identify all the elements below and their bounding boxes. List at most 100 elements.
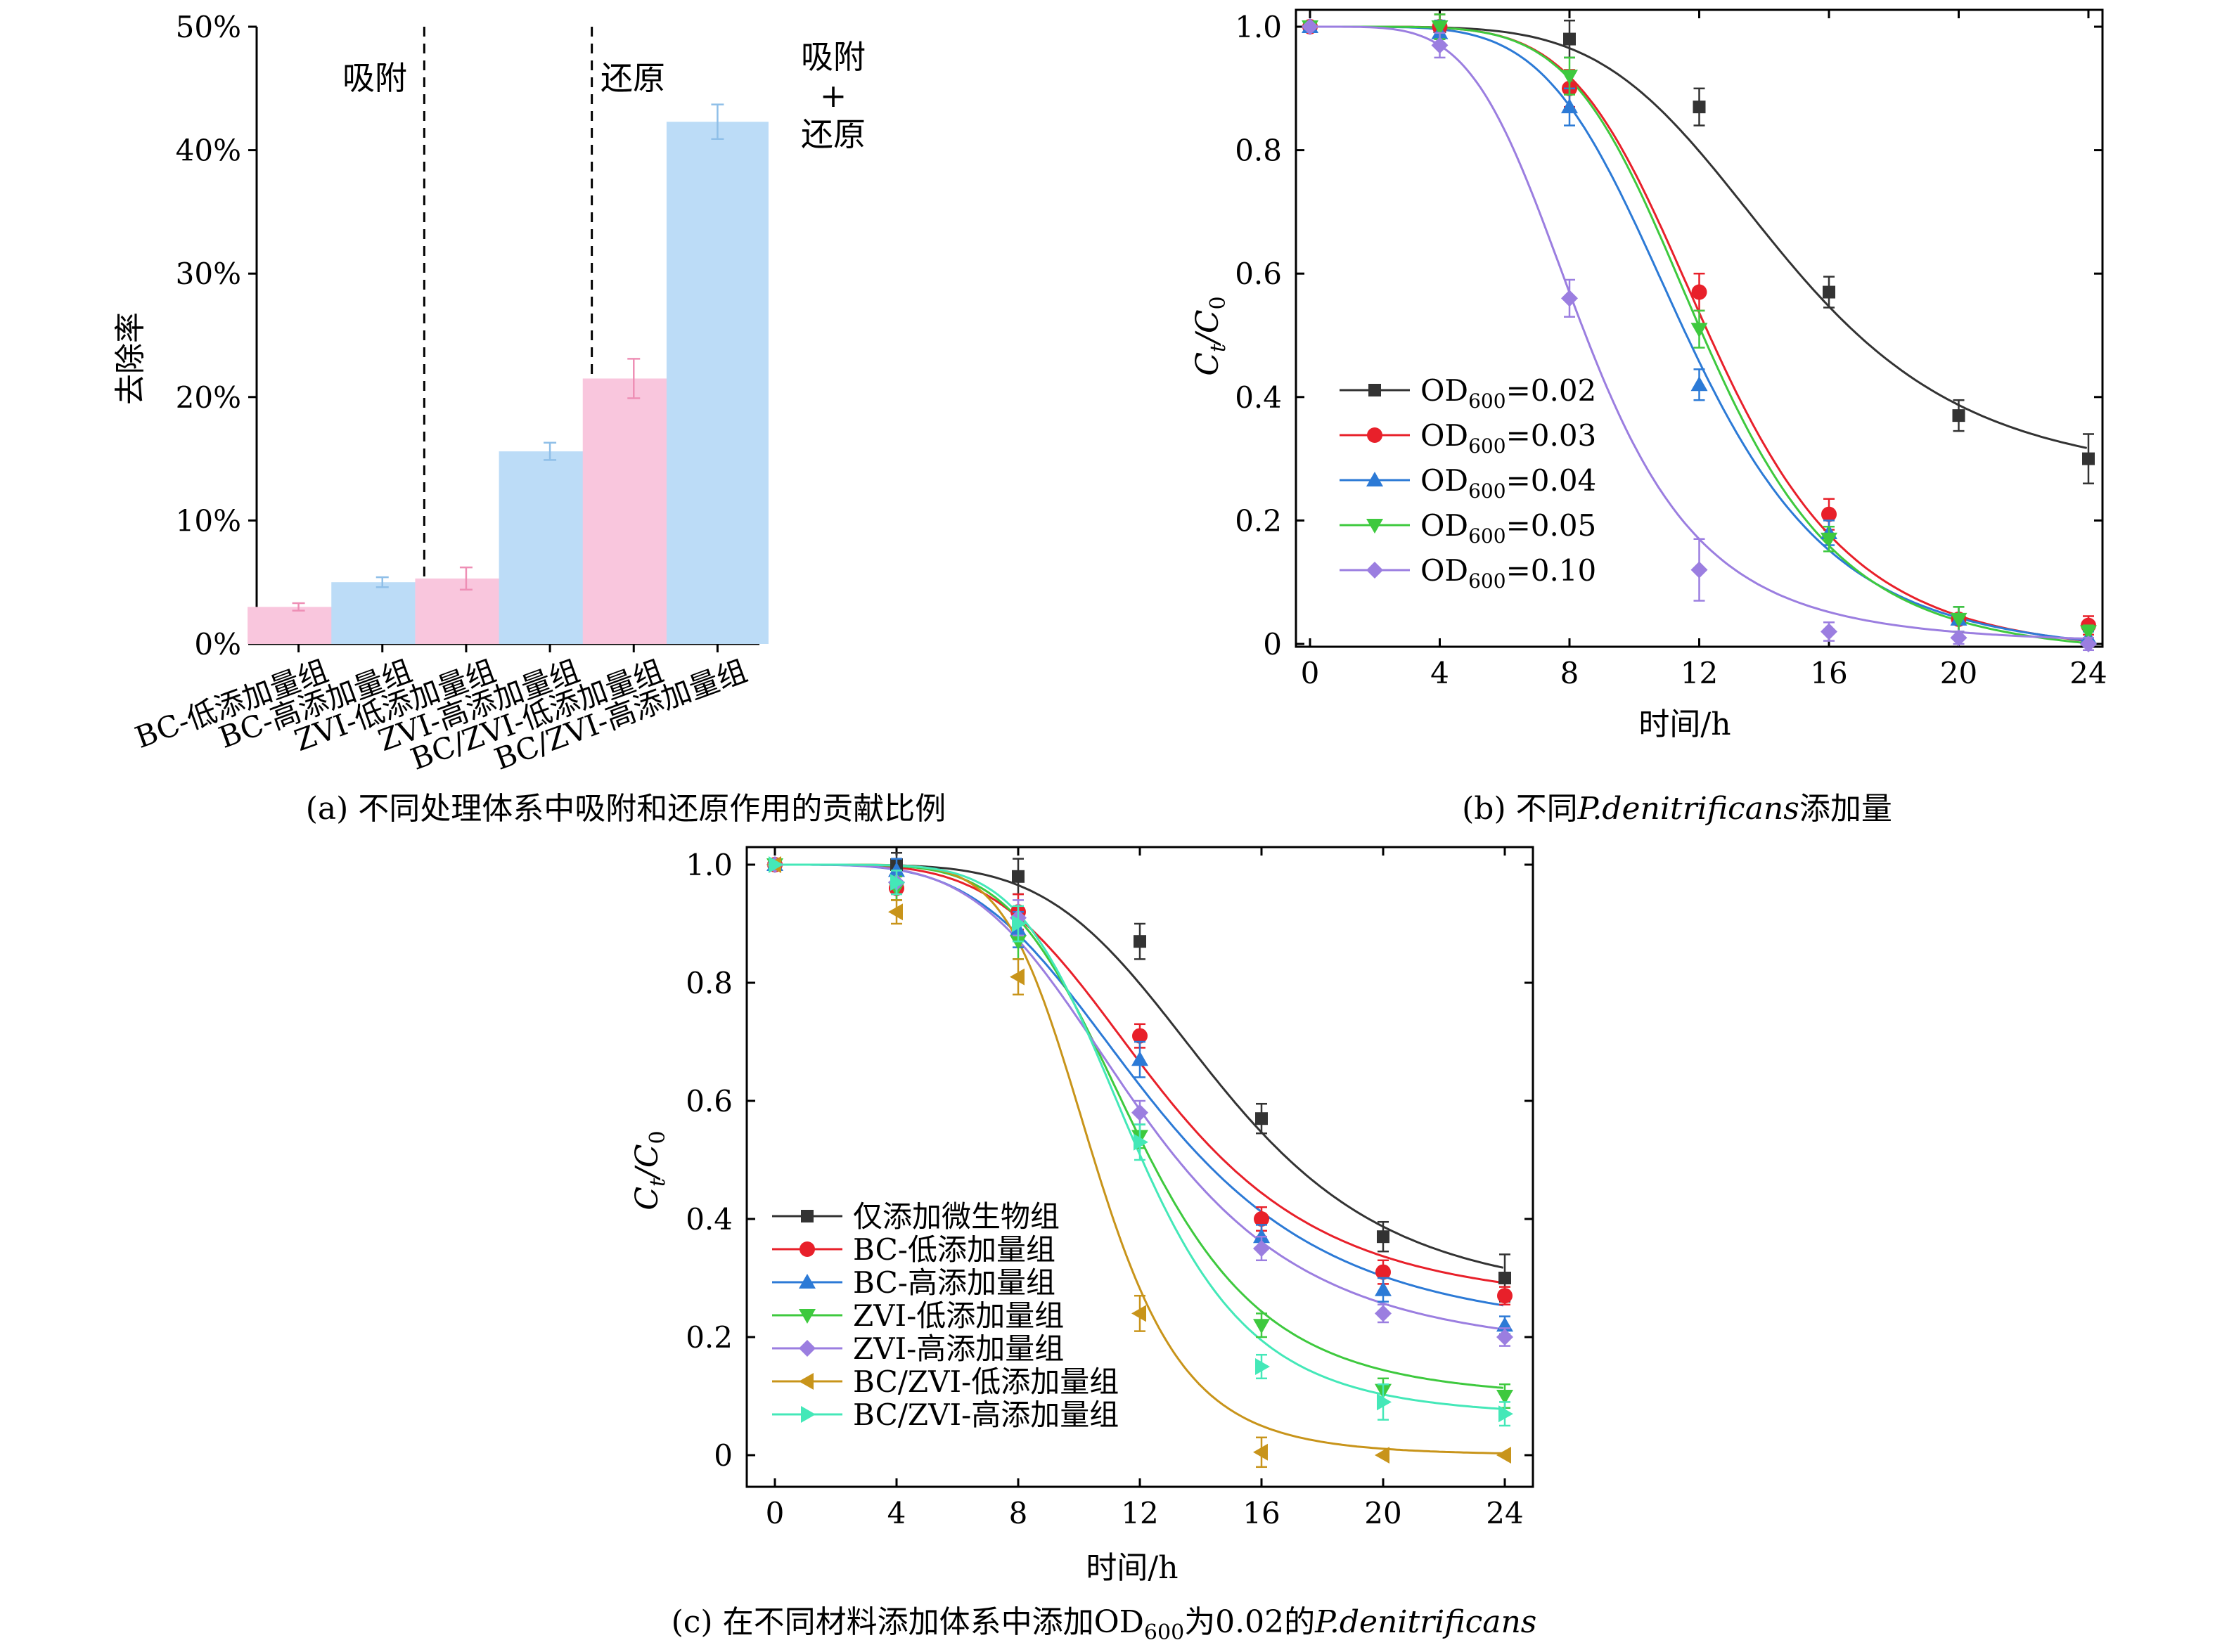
- panel-b-ylabel-sub-0: 0: [1206, 296, 1231, 309]
- panel-b-data-point: [1950, 629, 1967, 647]
- panel-b-legend-sub: 600: [1468, 569, 1505, 593]
- panel-a-region-combined-plus: +: [820, 77, 847, 115]
- panel-c-data-point: [1253, 1240, 1270, 1257]
- panel-c-caption-sub: 600: [1144, 1620, 1184, 1645]
- panel-c-data-point: [1253, 1319, 1270, 1334]
- panel-c-data-point: [1375, 1305, 1392, 1322]
- panel-c-data-point: [1375, 1281, 1392, 1296]
- panel-c-x-tick-label: 24: [1486, 1496, 1523, 1530]
- panel-b-x-tick-label: 20: [1940, 656, 1977, 690]
- panel-b-y-tick-label: 0: [1263, 627, 1282, 662]
- panel-b-x-tick-label: 4: [1430, 656, 1449, 690]
- panel-a-y-tick-label: 30%: [176, 257, 241, 291]
- panel-c-data-point: [1131, 1305, 1146, 1322]
- panel-b-legend-sub: 600: [1468, 524, 1505, 548]
- panel-c-legend-marker: [799, 1309, 816, 1324]
- panel-b-y-tick-label: 0.2: [1235, 503, 1282, 538]
- panel-b-legend-label: OD600=0.02: [1420, 373, 1596, 413]
- panel-c-data-point: [888, 903, 903, 921]
- panel-b-ylabel-mid: /C: [1190, 309, 1226, 347]
- panel-c-y-tick-label: 0: [714, 1438, 733, 1473]
- panel-b-legend-marker: [1366, 519, 1383, 534]
- panel-b-data-point: [2080, 635, 2097, 652]
- panel-b-caption-italic: P.denitrificans: [1577, 791, 1799, 827]
- panel-b-ylabel-c: C: [1190, 352, 1226, 376]
- panel-c-caption-italic: P.denitrificans: [1314, 1604, 1536, 1640]
- panel-c-data-point: [1255, 1112, 1268, 1125]
- panel-b-data-point: [1561, 98, 1578, 114]
- panel-b-y-tick-label: 0.4: [1235, 380, 1282, 415]
- panel-c-ylabel-sub-0: 0: [646, 1130, 670, 1144]
- panel-c-data-point: [1012, 915, 1027, 932]
- panel-b-x-tick-label: 24: [2069, 656, 2107, 690]
- panel-c-data-point: [1498, 1405, 1513, 1423]
- panel-c-ylabel-sub-t: t: [646, 1177, 670, 1187]
- panel-a-y-tick-label: 50%: [176, 10, 241, 44]
- panel-c-data-point: [1134, 1133, 1148, 1151]
- panel-b-legend-main: OD: [1420, 418, 1468, 453]
- panel-c-data-point: [1254, 1211, 1269, 1227]
- panel-c-data-point: [1132, 1028, 1148, 1044]
- panel-b-data-point: [1693, 101, 1706, 114]
- panel-b-data-point: [2080, 625, 2097, 640]
- panel-b-y-axis-label: Ct/C0: [1190, 296, 1231, 375]
- panel-a-region-adsorption: 吸附: [342, 59, 407, 97]
- panel-c-data-point: [1131, 1051, 1148, 1066]
- panel-c-data-point: [1131, 1104, 1148, 1121]
- panel-c-legend-marker: [799, 1373, 814, 1390]
- panel-b-legend-label: OD600=0.10: [1420, 553, 1596, 593]
- panel-b-legend-marker: [1366, 472, 1383, 486]
- panel-b-data-point: [1691, 284, 1707, 300]
- panel-b-caption: (b) 不同P.denitrificans添加量: [1462, 791, 1892, 827]
- panel-b-data-point: [1690, 561, 1708, 579]
- panel-a-y-tick-label: 10%: [176, 503, 241, 538]
- panel-b-data-point: [1821, 532, 1837, 548]
- panel-a-plot-area: 0%10%20%30%40%50%BC-低添加量组BC-高添加量组ZVI-低添加…: [131, 10, 769, 777]
- panel-c-legend-marker: [799, 1340, 816, 1357]
- panel-b-legend-main: OD: [1420, 463, 1468, 498]
- panel-c-data-point: [1377, 1230, 1389, 1244]
- panel-c-ylabel-c: C: [629, 1187, 665, 1211]
- panel-b-legend-suffix: =0.10: [1506, 553, 1597, 588]
- panel-b-y-tick-label: 0.8: [1235, 134, 1282, 168]
- panel-b-plot-area: 0 4 8 12 16 20 24 0 0.2 0.4 0.6 0.8 1.0: [1235, 8, 2107, 690]
- panel-b-data-point: [1823, 285, 1835, 299]
- panel-b-legend-main: OD: [1420, 508, 1468, 543]
- panel-b-legend-marker: [1367, 427, 1382, 443]
- panel-b-legend-label: OD600=0.04: [1420, 463, 1596, 503]
- panel-b-legend-main: OD: [1420, 373, 1468, 408]
- panel-c-x-tick-label: 20: [1364, 1496, 1401, 1530]
- panel-c-data-point: [1012, 870, 1025, 883]
- panel-c-data-point: [1253, 1228, 1270, 1244]
- panel-b-legend-suffix: =0.05: [1506, 508, 1597, 543]
- panel-c-plot-area: 0 4 8 12 16 20 24 0 0.2 0.4 0.6 0.8 1.0: [686, 846, 1534, 1530]
- panel-c-legend-marker: [800, 1241, 815, 1257]
- panel-c-x-tick-label: 16: [1243, 1496, 1280, 1530]
- panel-c-x-tick-label: 12: [1121, 1496, 1158, 1530]
- panel-b-data-point: [1431, 20, 1449, 35]
- panel-a-y-axis-label: 去除率: [113, 312, 148, 405]
- panel-b-legend-sub: 600: [1468, 389, 1505, 413]
- panel-c-legend-label: BC-高添加量组: [853, 1265, 1055, 1300]
- panel-a-region-combined-reduction: 还原: [801, 115, 866, 153]
- panel-b-legend-sub: 600: [1468, 434, 1505, 458]
- panel-c-x-tick-label: 8: [1009, 1496, 1028, 1530]
- panel-b-legend: OD600=0.02OD600=0.03OD600=0.04OD600=0.05…: [1340, 373, 1596, 593]
- panel-c-data-point: [1010, 935, 1027, 950]
- panel-c-data-point: [1377, 1393, 1392, 1411]
- panel-c-data-point: [1253, 1443, 1268, 1461]
- panel-a-caption: (a) 不同处理体系中吸附和还原作用的贡献比例: [306, 791, 946, 827]
- panel-c-legend-label: ZVI-低添加量组: [853, 1298, 1064, 1333]
- panel-c-legend-label: BC-低添加量组: [853, 1232, 1055, 1267]
- panel-b-caption-suffix: 添加量: [1799, 791, 1892, 827]
- panel-c-data-point: [1496, 1447, 1511, 1464]
- panel-c-data-point: [1496, 1329, 1513, 1346]
- panel-c-y-tick-label: 0.6: [686, 1084, 733, 1118]
- panel-b-x-tick-label: 16: [1810, 656, 1847, 690]
- panel-c-data-point: [1375, 1447, 1389, 1464]
- panel-c-caption-mid: 为0.02的: [1184, 1604, 1315, 1640]
- panel-c-caption: (c) 在不同材料添加体系中添加OD600为0.02的P.denitrifica…: [672, 1604, 1537, 1645]
- panel-b-ylabel-sub-t: t: [1206, 343, 1231, 352]
- panel-c-legend-label: BC/ZVI-高添加量组: [853, 1398, 1119, 1432]
- panel-b-data-point: [1950, 612, 1967, 628]
